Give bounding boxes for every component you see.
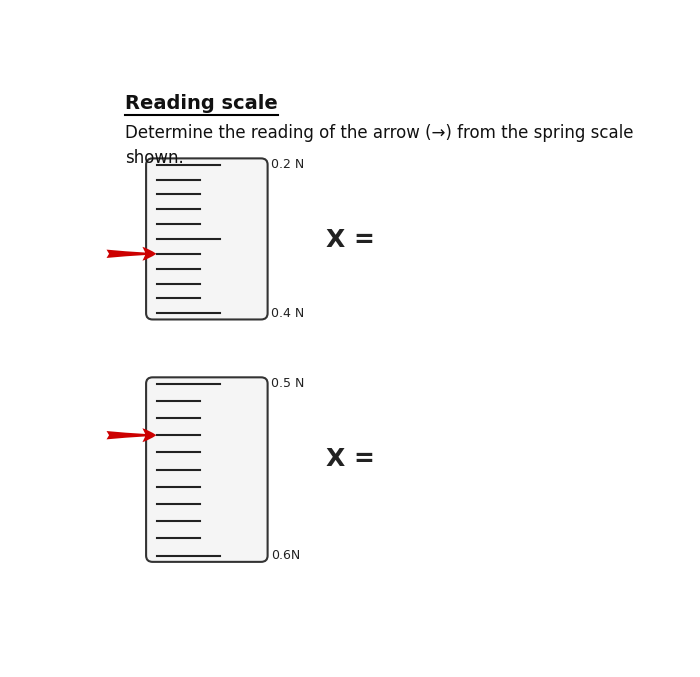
Text: 0.4 N: 0.4 N [271,307,304,320]
Text: Determine the reading of the arrow (→) from the spring scale
shown.: Determine the reading of the arrow (→) f… [125,124,634,167]
FancyBboxPatch shape [146,377,267,562]
Text: X =: X = [326,228,375,253]
Text: 0.6N: 0.6N [271,549,300,562]
Text: X =: X = [326,447,375,471]
Text: 0.2 N: 0.2 N [271,158,304,171]
Text: 0.5 N: 0.5 N [271,377,304,390]
Text: Reading scale: Reading scale [125,94,278,113]
FancyBboxPatch shape [146,158,267,320]
